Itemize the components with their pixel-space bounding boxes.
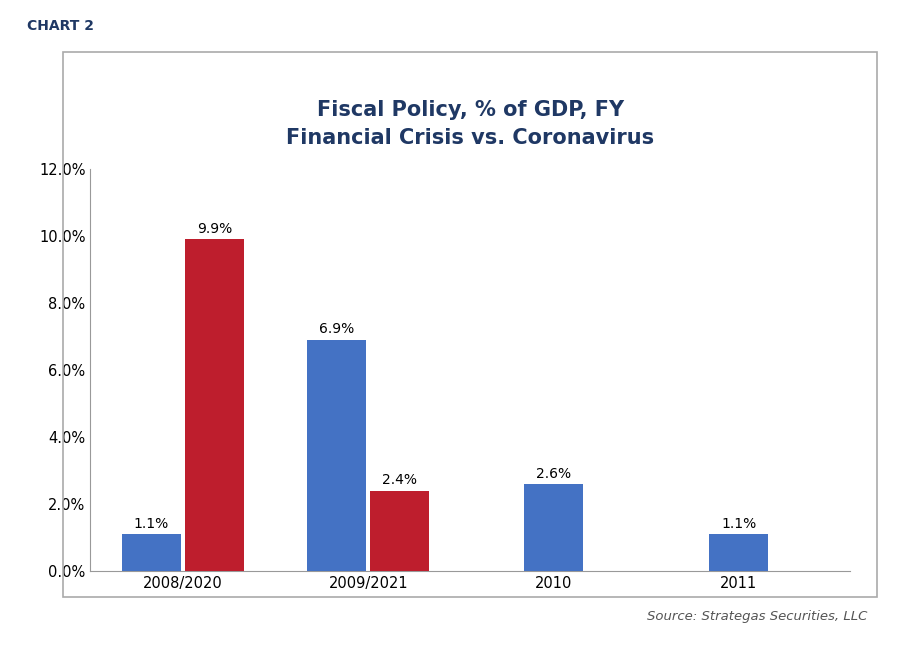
Bar [122, 534, 181, 571]
Bar [307, 339, 366, 571]
Text: CHART 2: CHART 2 [27, 19, 94, 34]
Bar [708, 534, 768, 571]
Title: Fiscal Policy, % of GDP, FY
Financial Crisis vs. Coronavirus: Fiscal Policy, % of GDP, FY Financial Cr… [285, 100, 654, 148]
Text: 6.9%: 6.9% [319, 323, 354, 336]
Text: 9.9%: 9.9% [197, 222, 232, 236]
Bar [184, 239, 244, 571]
Text: 1.1%: 1.1% [134, 517, 169, 531]
Bar [369, 491, 429, 571]
Bar [523, 484, 582, 571]
Text: Source: Strategas Securities, LLC: Source: Strategas Securities, LLC [647, 610, 867, 623]
Text: 2.4%: 2.4% [382, 473, 417, 487]
Text: 2.6%: 2.6% [535, 467, 571, 480]
Text: 1.1%: 1.1% [721, 517, 756, 531]
